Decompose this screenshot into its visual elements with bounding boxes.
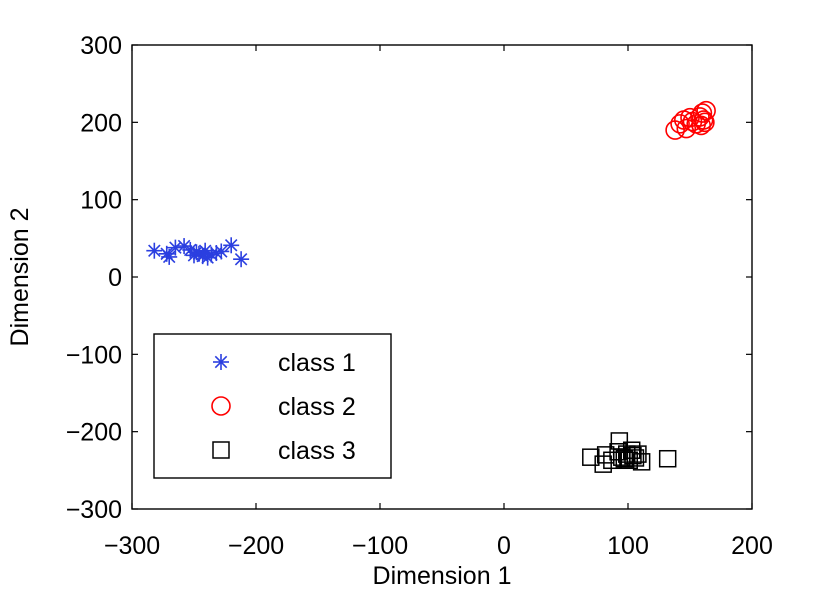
- x-tick-label: 200: [731, 532, 773, 560]
- x-tick-label: −300: [104, 532, 160, 560]
- legend-symbols: [211, 354, 231, 459]
- legend-symbol-class-3: [212, 441, 230, 459]
- y-axis-title: Dimension 2: [6, 208, 34, 347]
- legend-box: [153, 333, 392, 479]
- data-point: [161, 248, 178, 265]
- legend-label-class-2: class 2: [278, 393, 356, 421]
- data-marks: [146, 100, 716, 473]
- data-point: [693, 110, 714, 130]
- data-point: [176, 238, 193, 255]
- y-tick-label: −200: [66, 419, 122, 447]
- data-point: [223, 237, 240, 254]
- y-tick-label: 200: [80, 109, 122, 137]
- legend: class 1 class 2 class 3: [153, 333, 392, 479]
- x-axis-title: Dimension 1: [373, 562, 512, 590]
- y-tick-label: −300: [66, 496, 122, 524]
- data-point: [582, 448, 600, 466]
- y-tick-label: 300: [80, 32, 122, 60]
- data-point: [695, 112, 715, 133]
- data-point: [632, 453, 651, 471]
- data-point: [233, 251, 250, 268]
- data-point: [680, 107, 700, 128]
- x-tick-label: −100: [352, 532, 408, 560]
- y-tick-label: 0: [108, 264, 122, 292]
- legend-label-class-3: class 3: [278, 437, 356, 465]
- legend-label-class-1: class 1: [278, 349, 356, 377]
- data-point: [696, 100, 716, 121]
- x-axis: −300 −200 −100 0 100 200: [104, 45, 773, 560]
- x-tick-label: −200: [228, 532, 284, 560]
- x-tick-label: 100: [607, 532, 649, 560]
- y-axis: −300 −200 −100 0 100 200 300: [66, 32, 752, 524]
- legend-symbol-class-2: [211, 396, 231, 416]
- series-1: [146, 237, 250, 268]
- data-point: [670, 114, 690, 134]
- data-point: [690, 107, 710, 127]
- data-point: [692, 103, 713, 123]
- series-3: [582, 432, 677, 473]
- data-point: [626, 449, 645, 467]
- data-point: [213, 243, 230, 260]
- legend-symbol-class-1: [213, 354, 229, 370]
- x-tick-label: 0: [497, 532, 511, 560]
- data-point: [167, 239, 184, 256]
- y-tick-label: −100: [66, 341, 122, 369]
- series-2: [665, 100, 716, 140]
- data-point: [146, 242, 163, 259]
- y-tick-label: 100: [80, 187, 122, 215]
- data-point: [658, 449, 677, 468]
- data-point: [676, 118, 697, 139]
